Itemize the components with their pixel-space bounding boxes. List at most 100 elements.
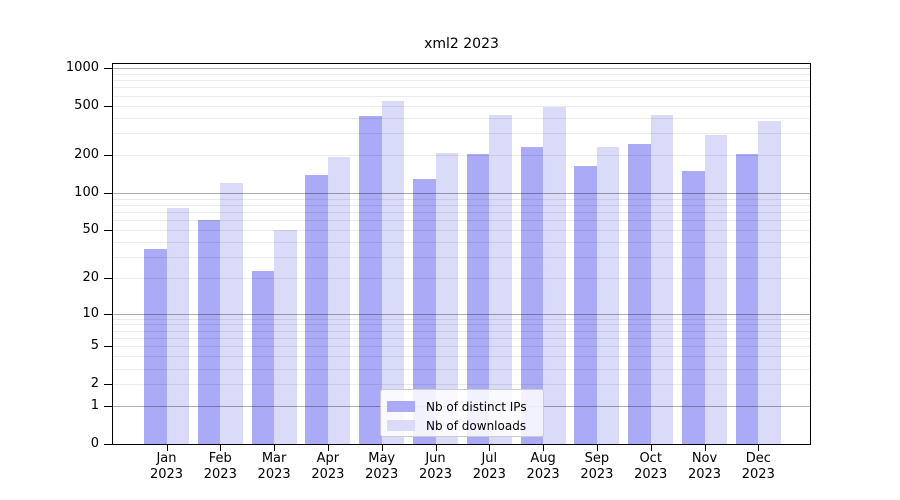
y-tick-10	[104, 313, 112, 315]
bar-aug-downloads	[543, 106, 566, 444]
x-tick-apr	[327, 445, 329, 451]
bar-apr-downloads	[327, 156, 351, 444]
bar-oct-distinct-ips	[628, 144, 651, 444]
bar-may-downloads	[381, 100, 405, 444]
gridline-minor-8	[113, 324, 810, 326]
gridline-minor-3	[113, 368, 810, 370]
x-tick-label-dec: Dec 2023	[728, 451, 788, 482]
gridline-minor-500	[113, 105, 810, 107]
bar-oct-downloads	[650, 115, 674, 444]
x-tick-label-year: 2023	[149, 466, 184, 482]
bar-sep-downloads	[596, 146, 620, 444]
x-tick-label-month: Feb	[208, 451, 232, 466]
legend-item-distinct-ips: Nb of distinct IPs	[387, 397, 543, 416]
gridline-minor-9	[113, 318, 810, 320]
x-tick-label-year: 2023	[634, 466, 668, 482]
bar-jul-downloads	[489, 114, 512, 444]
legend: Nb of distinct IPs Nb of downloads	[380, 389, 544, 437]
gridline-minor-900	[113, 73, 810, 75]
y-tick-2	[104, 384, 112, 386]
legend-swatch-downloads	[387, 420, 415, 431]
gridline-major-1000	[113, 68, 810, 69]
x-tick-label-month: Apr	[316, 451, 340, 466]
bar-dec-downloads	[758, 120, 781, 444]
y-tick-200	[104, 155, 112, 157]
bar-nov-downloads	[704, 135, 727, 444]
x-tick-label-year: 2023	[580, 466, 614, 482]
x-tick-mar	[274, 445, 276, 451]
gridline-minor-60	[113, 220, 810, 222]
bar-mar-downloads	[274, 230, 297, 444]
bar-jan-downloads	[166, 208, 189, 444]
x-tick-label-year: 2023	[526, 466, 560, 482]
bar-mar-distinct-ips	[251, 271, 275, 444]
x-tick-label-year: 2023	[472, 466, 506, 482]
y-tick-label-50: 50	[82, 222, 99, 238]
y-tick-5	[104, 346, 112, 348]
y-tick-1	[104, 406, 112, 408]
x-tick-label-year: 2023	[741, 466, 775, 482]
bar-nov-distinct-ips	[682, 170, 705, 444]
legend-label-ips: Nb of distinct IPs	[426, 399, 527, 414]
y-tick-label-0: 0	[90, 436, 99, 451]
spine-left	[112, 63, 113, 445]
x-tick-label-month: Jan	[156, 451, 177, 466]
x-tick-label-year: 2023	[687, 466, 722, 482]
y-tick-label-1: 1	[90, 398, 99, 414]
x-tick-label-year: 2023	[365, 466, 399, 482]
legend-item-downloads: Nb of downloads	[387, 416, 543, 435]
gridline-minor-30	[113, 257, 810, 259]
gridline-minor-50	[113, 230, 810, 232]
x-tick-label-feb: Feb 2023	[190, 451, 250, 482]
x-tick-label-month: Dec	[745, 451, 771, 466]
y-tick-100	[104, 192, 112, 194]
gridline-minor-400	[113, 117, 810, 119]
chart-title: xml2 2023	[424, 36, 499, 52]
x-tick-label-month: Aug	[530, 451, 556, 466]
legend-swatch-ips	[387, 401, 415, 412]
x-tick-label-may: May 2023	[352, 451, 412, 482]
x-tick-label-jul: Jul 2023	[459, 451, 519, 482]
x-tick-label-year: 2023	[311, 466, 345, 482]
gridline-minor-4	[113, 356, 810, 358]
x-tick-label-sep: Sep 2023	[567, 451, 627, 482]
x-tick-label-jun: Jun 2023	[406, 451, 466, 482]
bar-feb-distinct-ips	[197, 220, 221, 444]
x-tick-jul	[489, 445, 491, 451]
gridline-minor-70	[113, 212, 810, 214]
x-tick-label-month: May	[368, 451, 396, 466]
x-tick-dec	[758, 445, 760, 451]
gridline-major-100	[113, 192, 810, 194]
x-tick-label-month: Jul	[481, 451, 498, 466]
gridline-minor-7	[113, 330, 810, 332]
gridline-minor-200	[113, 155, 810, 157]
x-tick-label-year: 2023	[257, 466, 291, 482]
y-tick-0	[104, 444, 112, 445]
x-tick-nov	[704, 445, 706, 451]
gridline-minor-2	[113, 384, 810, 386]
bar-jan-distinct-ips	[144, 248, 167, 444]
y-tick-20	[104, 278, 112, 280]
x-tick-label-month: Oct	[639, 451, 662, 466]
x-tick-label-apr: Apr 2023	[298, 451, 358, 482]
bar-may-distinct-ips	[359, 116, 382, 444]
y-tick-label-1000: 1000	[65, 60, 99, 75]
bar-jun-distinct-ips	[413, 178, 436, 444]
y-tick-1000	[104, 68, 112, 69]
gridline-minor-800	[113, 80, 810, 82]
x-tick-jun	[435, 445, 437, 451]
x-tick-label-year: 2023	[418, 466, 453, 482]
gridline-minor-600	[113, 95, 810, 97]
y-tick-label-500: 500	[74, 97, 99, 113]
x-tick-label-year: 2023	[203, 466, 237, 482]
spine-bottom	[113, 444, 811, 445]
y-tick-label-10: 10	[82, 305, 99, 321]
spine-right	[810, 63, 811, 445]
x-tick-label-oct: Oct 2023	[621, 451, 681, 482]
x-tick-label-mar: Mar 2023	[244, 451, 304, 482]
legend-label-downloads: Nb of downloads	[426, 418, 527, 433]
spine-top	[113, 63, 811, 64]
x-tick-label-month: Sep	[584, 451, 610, 466]
y-tick-label-2: 2	[90, 376, 99, 392]
